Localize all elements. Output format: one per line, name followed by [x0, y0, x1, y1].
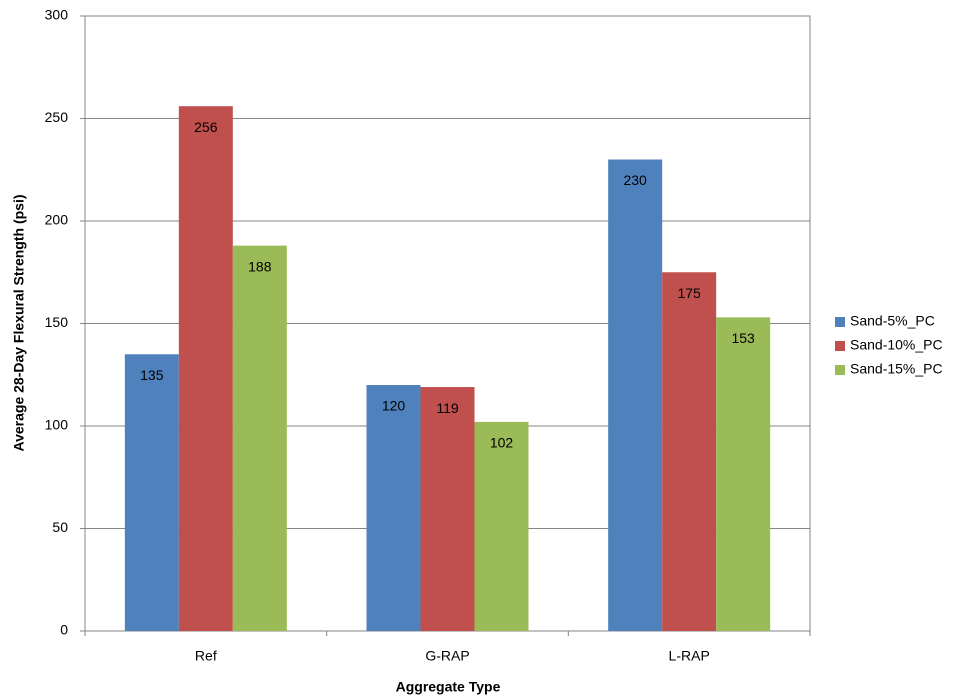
bar — [474, 421, 529, 631]
x-axis-title: Aggregate Type — [396, 679, 501, 695]
data-label: 230 — [623, 172, 647, 188]
y-tick-label: 200 — [45, 212, 69, 228]
data-label: 120 — [382, 398, 406, 414]
y-tick-label: 150 — [45, 314, 69, 330]
y-tick-label: 250 — [45, 109, 69, 125]
legend-label: Sand-15%_PC — [850, 361, 943, 377]
bar — [178, 106, 233, 631]
legend-swatch — [835, 341, 845, 351]
data-label: 153 — [731, 330, 755, 346]
bar — [662, 272, 717, 631]
y-axis-title: Average 28-Day Flexural Strength (psi) — [11, 194, 27, 451]
legend-swatch — [835, 365, 845, 375]
bar — [232, 245, 287, 631]
data-label: 175 — [677, 285, 701, 301]
y-tick-label: 0 — [60, 622, 68, 638]
bar — [716, 317, 771, 631]
y-tick-label: 50 — [52, 519, 68, 535]
legend-label: Sand-10%_PC — [850, 337, 943, 353]
legend-label: Sand-5%_PC — [850, 313, 935, 329]
x-tick-label: Ref — [195, 648, 217, 664]
bar — [124, 354, 179, 631]
bar — [608, 159, 663, 631]
data-label: 102 — [490, 435, 514, 451]
x-tick-label: L-RAP — [669, 648, 710, 664]
bar — [366, 385, 421, 631]
y-tick-label: 300 — [45, 7, 69, 23]
data-label: 188 — [248, 258, 272, 274]
data-label: 256 — [194, 119, 218, 135]
y-tick-label: 100 — [45, 417, 69, 433]
x-tick-label: G-RAP — [425, 648, 469, 664]
data-label: 135 — [140, 367, 164, 383]
bar — [420, 387, 475, 631]
legend-swatch — [835, 317, 845, 327]
data-label: 119 — [436, 400, 459, 416]
